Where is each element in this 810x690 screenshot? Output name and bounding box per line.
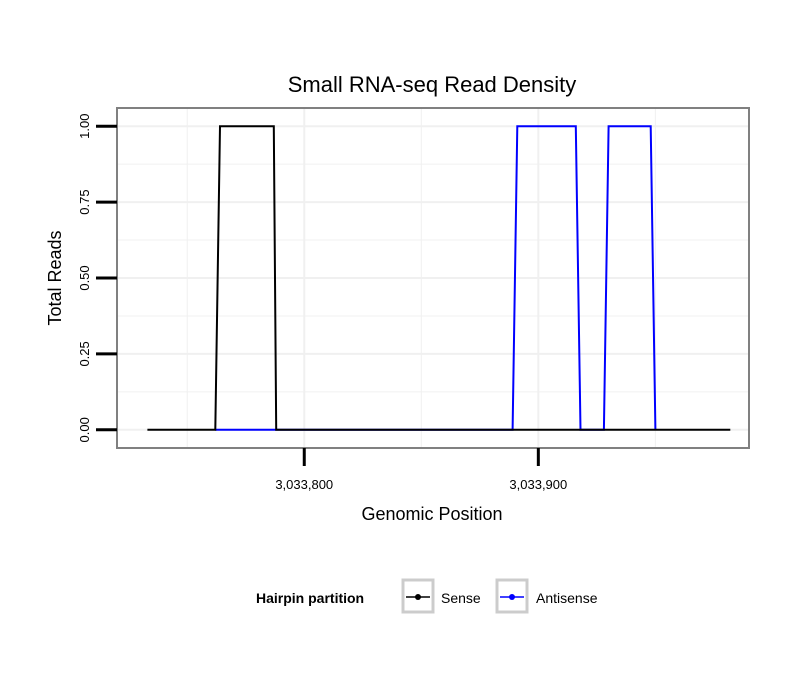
legend-marker-antisense: [509, 594, 515, 600]
x-tick-label: 3,033,800: [275, 477, 333, 492]
legend-label-sense: Sense: [441, 590, 481, 606]
legend-label-antisense: Antisense: [536, 590, 598, 606]
series-lines: [147, 125, 731, 431]
legend-marker-sense: [415, 594, 421, 600]
y-tick-label: 0.00: [77, 417, 92, 442]
chart-title: Small RNA-seq Read Density: [288, 72, 577, 97]
x-axis-title: Genomic Position: [361, 504, 502, 524]
legend-key-antisense: [495, 578, 529, 614]
plot-panel: [116, 107, 750, 449]
legend-item-antisense: Antisense: [495, 578, 598, 614]
y-tick-label: 1.00: [77, 114, 92, 139]
x-tick-label: 3,033,900: [509, 477, 567, 492]
x-axis: 3,033,800 3,033,900: [275, 448, 567, 492]
legend: Hairpin partition Sense Antisense: [256, 578, 598, 614]
y-tick-label: 0.50: [77, 265, 92, 290]
y-axis-title: Total Reads: [45, 230, 65, 325]
y-tick-label: 0.25: [77, 341, 92, 366]
y-axis: 0.00 0.25 0.50 0.75 1.00: [77, 114, 117, 442]
y-tick-label: 0.75: [77, 189, 92, 214]
legend-item-sense: Sense: [401, 578, 481, 614]
legend-title: Hairpin partition: [256, 590, 364, 606]
series-line-sense: [147, 125, 731, 431]
